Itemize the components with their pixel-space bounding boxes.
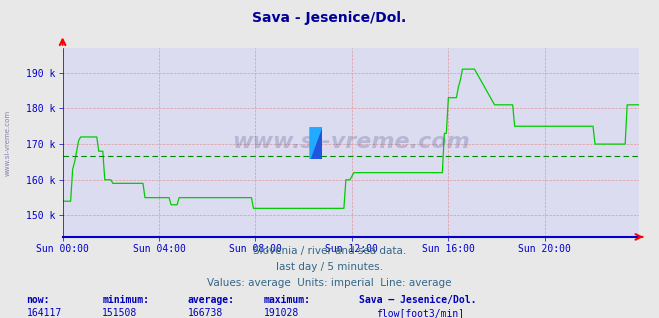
Text: last day / 5 minutes.: last day / 5 minutes. (276, 262, 383, 272)
Text: www.si-vreme.com: www.si-vreme.com (232, 132, 470, 152)
Text: Values: average  Units: imperial  Line: average: Values: average Units: imperial Line: av… (207, 278, 452, 288)
Text: 151508: 151508 (102, 308, 137, 318)
Text: 191028: 191028 (264, 308, 299, 318)
Text: average:: average: (188, 295, 235, 305)
Text: maximum:: maximum: (264, 295, 310, 305)
Polygon shape (310, 127, 322, 159)
Text: www.si-vreme.com: www.si-vreme.com (5, 110, 11, 176)
Text: now:: now: (26, 295, 50, 305)
Text: 164117: 164117 (26, 308, 61, 318)
Text: minimum:: minimum: (102, 295, 149, 305)
Text: 166738: 166738 (188, 308, 223, 318)
Polygon shape (310, 127, 322, 159)
Text: Slovenia / river and sea data.: Slovenia / river and sea data. (253, 246, 406, 256)
Text: Sava – Jesenice/Dol.: Sava – Jesenice/Dol. (359, 295, 476, 305)
Text: Sava - Jesenice/Dol.: Sava - Jesenice/Dol. (252, 11, 407, 25)
Text: flow[foot3/min]: flow[foot3/min] (376, 308, 464, 318)
